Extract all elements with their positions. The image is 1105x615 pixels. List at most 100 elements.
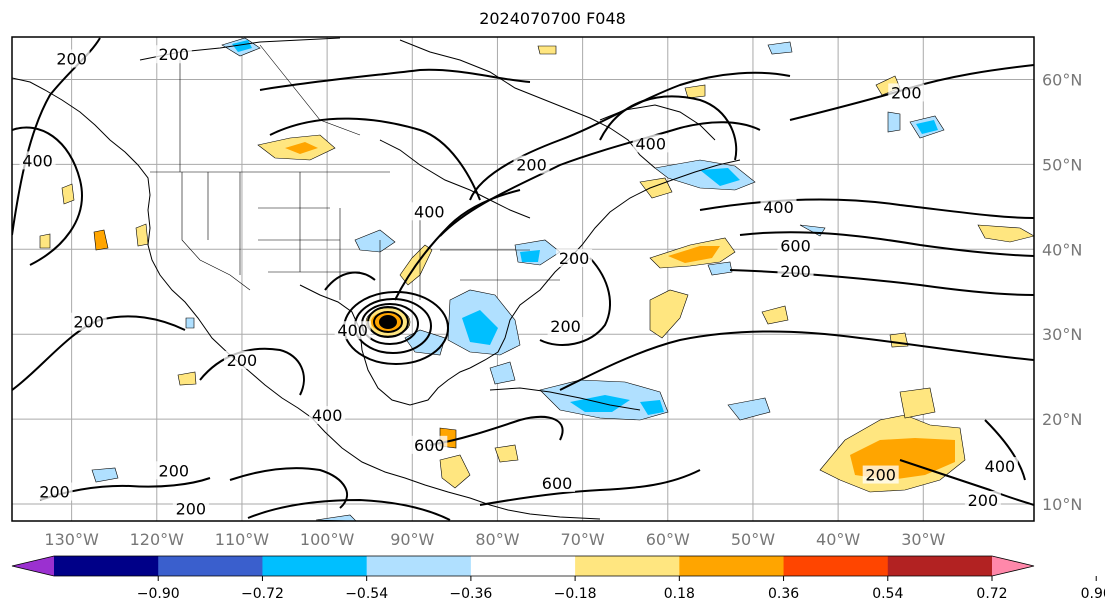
anomaly-patch: [899, 387, 936, 419]
colorbar-segment: [158, 556, 263, 576]
colorbar: −0.90 −0.72 −0.54 −0.36 −0.18 0.18 0.36 0.54 0.7…: [11, 555, 1105, 602]
anomaly-patch: [668, 246, 720, 263]
contour-line: [269, 117, 481, 201]
contour-line: [479, 469, 701, 506]
anomaly-patch: [537, 45, 557, 55]
anomaly-patch: [135, 223, 149, 247]
contour-line: [229, 467, 349, 509]
anomaly-patch: [177, 371, 197, 386]
anomaly-patch: [684, 84, 706, 99]
anomaly-patch: [977, 224, 1034, 243]
colorbar-outline: [11, 555, 1035, 577]
contour-line: [373, 311, 403, 333]
contour-label-bg: [556, 249, 593, 268]
anomaly-patch: [489, 361, 516, 385]
anomaly-patch: [185, 317, 195, 329]
colorbar-extend-min: [12, 556, 54, 576]
contour-label-bg: [155, 45, 192, 64]
anomaly-patch: [761, 305, 789, 325]
contour-label: 200: [891, 83, 922, 102]
colorbar-tick-label: 0.54: [872, 586, 903, 602]
contour-label: 400: [635, 134, 666, 153]
anomaly-patch: [39, 233, 51, 249]
contour-line: [379, 315, 397, 329]
anomaly-patch: [889, 332, 909, 348]
contour-label: 200: [865, 466, 896, 485]
contour-label-bg: [964, 491, 1001, 510]
contour-label-bg: [760, 198, 797, 217]
colorbar-segment: [783, 556, 889, 576]
contour-line: [599, 95, 738, 161]
colorbar-segment: [575, 556, 680, 576]
colorbar-tick-label: 0.90: [1081, 586, 1105, 602]
lon-tick-label: 70°W: [561, 530, 605, 549]
lat-tick-label: 50°N: [1042, 155, 1082, 174]
contour-label-bg: [309, 406, 346, 425]
contour-label: 200: [73, 313, 104, 332]
lon-tick-label: 130°W: [44, 530, 99, 549]
contour-label-bg: [513, 155, 550, 174]
lat-tick-label: 20°N: [1042, 410, 1082, 429]
contour-label: 200: [227, 351, 258, 370]
contour-label: 400: [414, 202, 445, 221]
anomaly-patch: [640, 400, 664, 415]
contour-line: [259, 68, 531, 91]
contour-label: 200: [516, 156, 547, 175]
coastline: [489, 387, 641, 411]
colorbar-tick-label: 0.18: [664, 586, 695, 602]
latitude-tick-labels: 10°N 20°N 30°N 40°N 50°N 60°N: [1042, 70, 1082, 514]
contour-label: 200: [39, 483, 70, 502]
contour-label-bg: [411, 202, 448, 221]
contour-label: 400: [763, 198, 794, 217]
colorbar-tick-label: −0.36: [449, 586, 492, 602]
colorbar-tick-label: 0.72: [976, 586, 1007, 602]
colorbar-segment: [54, 556, 159, 576]
contour-label-bg: [223, 350, 260, 369]
anomaly-patch: [91, 467, 119, 483]
contour-label: 200: [56, 49, 87, 68]
anomaly-patch: [93, 229, 109, 251]
contour-line: [199, 347, 305, 396]
border: [181, 172, 251, 291]
contour-line: [324, 271, 376, 291]
contour-label: 400: [985, 457, 1016, 476]
map-title: 2024070700 F048: [479, 9, 626, 28]
contour-line: [12, 126, 83, 266]
anomaly-patch: [707, 261, 733, 276]
anomaly-patch: [462, 310, 498, 345]
lon-tick-label: 50°W: [731, 530, 775, 549]
anomaly-patch: [61, 183, 75, 205]
contour-label-bg: [888, 83, 925, 102]
contour-label-bg: [547, 316, 584, 335]
colorbar-tick-label: −0.72: [241, 586, 284, 602]
contour-label: 600: [542, 474, 573, 493]
gridlines: [12, 37, 1034, 521]
contour-line: [739, 231, 1034, 257]
contour-label-bg: [777, 261, 814, 280]
lon-tick-label: 30°W: [901, 530, 945, 549]
lat-tick-label: 10°N: [1042, 495, 1082, 514]
lat-tick-label: 30°N: [1042, 325, 1082, 344]
contour-line: [247, 498, 451, 521]
lon-tick-label: 120°W: [130, 530, 185, 549]
lon-tick-label: 40°W: [816, 530, 860, 549]
contour-label: 200: [780, 262, 811, 281]
map-frame: [11, 36, 1035, 522]
lon-tick-label: 90°W: [390, 530, 434, 549]
anomaly-patch: [354, 229, 396, 253]
contour-line: [469, 71, 791, 201]
colorbar-segment: [679, 556, 785, 576]
coastline: [299, 284, 471, 406]
anomaly-patch: [887, 111, 901, 133]
contour-label: 200: [559, 249, 590, 268]
contour-line: [539, 257, 611, 346]
contour-label-bg: [36, 482, 73, 501]
contour-label-bg: [19, 151, 56, 170]
contour-label: 400: [312, 406, 343, 425]
contour-line: [899, 459, 1034, 506]
lat-tick-label: 60°N: [1042, 70, 1082, 89]
contour-line: [699, 198, 1034, 219]
coastline: [12, 77, 601, 520]
lon-tick-label: 100°W: [300, 530, 355, 549]
colorbar-segment: [887, 556, 993, 576]
